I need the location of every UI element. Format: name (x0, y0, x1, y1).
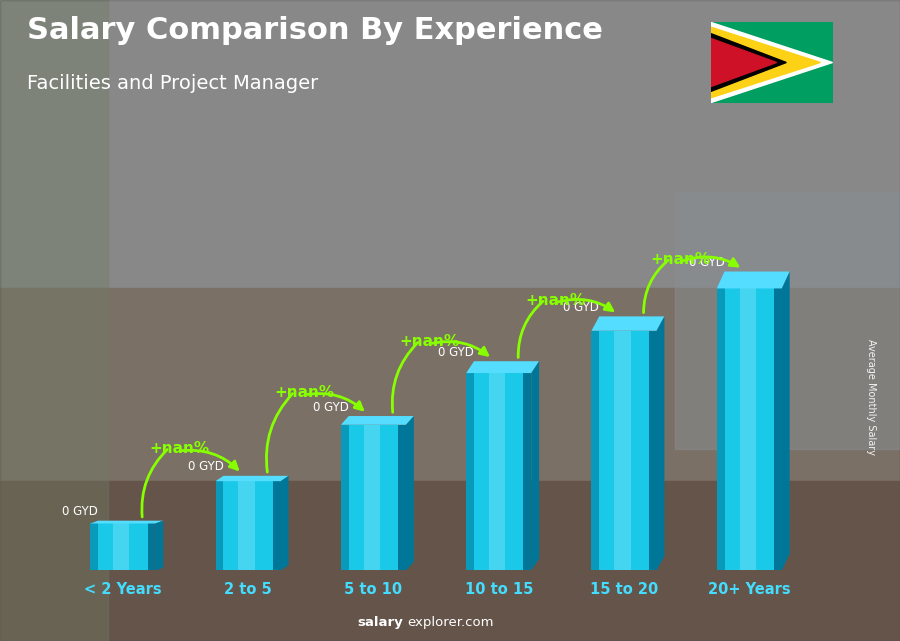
Bar (466, 373, 474, 570)
Bar (216, 481, 281, 570)
Polygon shape (716, 272, 789, 288)
Text: Average Monthly Salary: Average Monthly Salary (866, 340, 877, 455)
Polygon shape (531, 362, 539, 570)
Text: Salary Comparison By Experience: Salary Comparison By Experience (27, 16, 603, 45)
Polygon shape (281, 476, 289, 570)
Bar (90, 524, 156, 570)
Bar (148, 524, 156, 570)
Bar (740, 288, 756, 570)
Bar (0, 481, 900, 641)
Polygon shape (341, 416, 414, 425)
Bar (524, 373, 531, 570)
Text: +nan%: +nan% (400, 334, 460, 349)
Text: +nan%: +nan% (274, 385, 335, 400)
Text: 0 GYD: 0 GYD (563, 301, 599, 314)
Bar (591, 331, 599, 570)
Bar (774, 288, 782, 570)
Text: 0 GYD: 0 GYD (62, 505, 98, 519)
Bar (398, 425, 406, 570)
Polygon shape (657, 317, 664, 570)
Bar (716, 288, 782, 570)
Bar (341, 425, 406, 570)
Bar (364, 425, 380, 570)
Bar (216, 481, 223, 570)
Polygon shape (216, 476, 289, 481)
Text: explorer.com: explorer.com (407, 617, 493, 629)
Text: +nan%: +nan% (651, 252, 710, 267)
Polygon shape (466, 362, 539, 373)
Text: +nan%: +nan% (525, 293, 585, 308)
Polygon shape (711, 38, 777, 87)
Text: +nan%: +nan% (149, 441, 210, 456)
Bar (0, 0, 108, 641)
Bar (238, 481, 255, 570)
Polygon shape (711, 28, 821, 98)
Bar (273, 481, 281, 570)
Text: 0 GYD: 0 GYD (688, 256, 724, 269)
Bar (341, 425, 348, 570)
Bar (489, 373, 505, 570)
Polygon shape (156, 520, 163, 570)
Text: salary: salary (357, 617, 403, 629)
Polygon shape (782, 272, 789, 570)
Text: 0 GYD: 0 GYD (188, 460, 223, 474)
Polygon shape (711, 33, 787, 92)
Bar (0, 288, 900, 481)
Bar (0, 0, 900, 288)
Polygon shape (711, 22, 832, 103)
Polygon shape (90, 520, 163, 524)
Bar (113, 524, 130, 570)
Bar (615, 331, 631, 570)
Bar (649, 331, 657, 570)
Polygon shape (591, 317, 664, 331)
Text: 0 GYD: 0 GYD (438, 346, 474, 359)
Bar (716, 288, 725, 570)
Text: 0 GYD: 0 GYD (313, 401, 349, 413)
Bar (591, 331, 657, 570)
Bar (675, 192, 900, 449)
Bar (466, 373, 531, 570)
Polygon shape (406, 416, 414, 570)
Bar (90, 524, 98, 570)
Text: Facilities and Project Manager: Facilities and Project Manager (27, 74, 319, 93)
